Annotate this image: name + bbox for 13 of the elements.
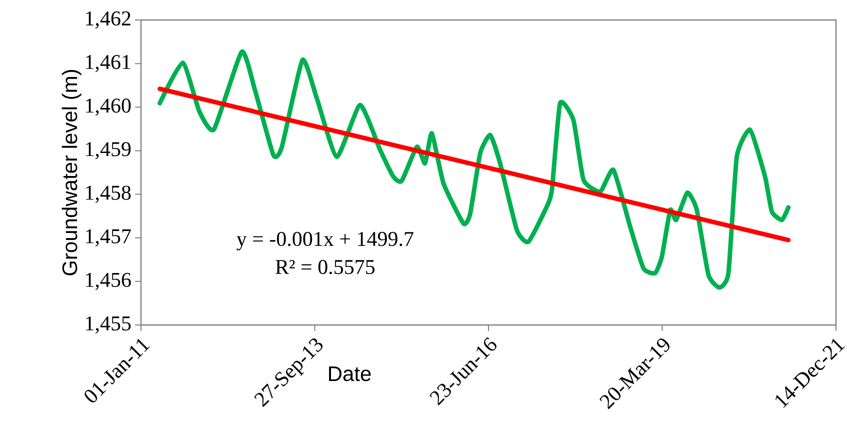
annotation: y = -0.001x + 1499.7 — [236, 232, 414, 250]
x-axis-title: Date — [329, 366, 371, 382]
y-tick-label: 1,462 — [86, 11, 130, 29]
y-tick-label: 1,455 — [86, 316, 131, 334]
y-axis-title: Groundwater level (m) — [62, 70, 82, 276]
y-tick-label: 1,459 — [86, 142, 131, 160]
y-tick-label: 1,456 — [86, 272, 131, 290]
y-tick-label: 1,457 — [86, 229, 131, 246]
y-tick-label: 1,460 — [86, 98, 131, 116]
line-series — [158, 50, 791, 290]
annotation: R² = 0.5575 — [276, 260, 375, 274]
y-tick-label: 1,458 — [86, 186, 131, 203]
y-tick-label: 1,461 — [86, 55, 130, 72]
